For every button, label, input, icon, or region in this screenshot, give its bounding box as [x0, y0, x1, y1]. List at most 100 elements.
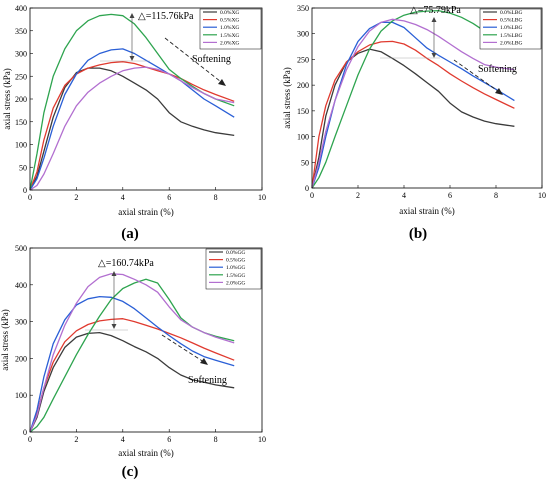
legend-label-c-3: 1.5%GG — [226, 273, 245, 279]
delta-annotation-a: △=115.76kPa — [138, 11, 194, 22]
y-tick-label-a-6: 300 — [15, 50, 27, 59]
legend-items-a: 0.0%XG 0.5%XG1.0%XG 1.5%XG2.0%XG — [203, 10, 239, 46]
y-tick-label-b-0: 0 — [305, 184, 309, 193]
y-tick-label-a-4: 200 — [15, 95, 27, 104]
x-axis-label-a: axial strain (%) — [118, 207, 173, 217]
panel-label-a: (a) — [121, 226, 139, 242]
series-line-a-3 — [29, 13, 235, 191]
y-tick-label-c-1: 100 — [15, 391, 27, 400]
series-line-b-0 — [311, 48, 515, 189]
x-tick-label-a-0: 0 — [28, 193, 32, 202]
delta-marker-b — [380, 17, 440, 59]
y-tick-label-b-2: 100 — [297, 133, 309, 142]
x-tick-label-b-2: 4 — [402, 191, 406, 200]
softening-label-c: Softening — [188, 375, 227, 386]
delta-annotation-c: △=160.74kPa — [98, 258, 154, 269]
y-tick-label-b-7: 350 — [297, 4, 309, 13]
series-line-c-4 — [29, 273, 235, 433]
series-line-a-0 — [29, 67, 235, 191]
legend-items-c: 0.0%GG 0.5%GG1.0%GG 1.5%GG2.0%GG — [209, 250, 245, 286]
x-tick-label-b-5: 10 — [538, 191, 546, 200]
panel-label-c: (c) — [122, 464, 139, 480]
y-axis-label-a: axial stress (kPa) — [2, 68, 12, 129]
y-tick-label-b-4: 200 — [297, 81, 309, 90]
x-tick-label-b-3: 6 — [448, 191, 452, 200]
delta-marker-c — [85, 271, 128, 331]
delta-annotation-b: △=75.79kPa — [410, 5, 461, 16]
x-tick-label-b-4: 8 — [494, 191, 498, 200]
x-tick-label-b-1: 2 — [356, 191, 360, 200]
plot-frame-c — [29, 247, 263, 433]
legend-label-b-3: 1.5%LBG — [500, 33, 522, 39]
delta-marker-a — [100, 13, 150, 62]
series-line-b-1 — [311, 40, 515, 189]
series-line-c-1 — [29, 318, 235, 433]
y-tick-label-a-1: 50 — [19, 163, 27, 172]
x-tick-label-c-2: 4 — [121, 435, 125, 444]
panel-label-b: (b) — [409, 226, 427, 242]
y-tick-label-c-4: 400 — [15, 281, 27, 290]
x-tick-label-c-0: 0 — [28, 435, 32, 444]
legend-label-a-4: 2.0%XG — [220, 40, 239, 46]
legend-label-a-1: 0.5%XG — [220, 18, 239, 24]
legend-label-b-4: 2.0%LBG — [500, 40, 522, 46]
series-layer-c — [29, 273, 235, 433]
softening-arrowhead-c — [200, 358, 208, 365]
softening-arrowhead-a — [218, 79, 226, 86]
x-tick-label-a-1: 2 — [74, 193, 78, 202]
x-tick-label-a-5: 10 — [258, 193, 266, 202]
series-layer-a — [29, 13, 235, 191]
legend-label-a-3: 1.5%XG — [220, 33, 239, 39]
x-tick-label-a-2: 4 — [121, 193, 125, 202]
x-tick-label-c-1: 2 — [74, 435, 78, 444]
legend-label-c-4: 2.0%GG — [226, 280, 245, 286]
series-layer-b — [311, 9, 515, 189]
y-tick-label-a-0: 0 — [23, 186, 27, 195]
y-tick-label-b-3: 150 — [297, 107, 309, 116]
softening-label-b: Softening — [478, 64, 517, 75]
legend-a: 0.0%XG 0.5%XG1.0%XG 1.5%XG2.0%XG — [199, 8, 262, 50]
softening-arrowhead-b — [495, 88, 503, 95]
series-line-b-3 — [311, 9, 515, 189]
y-tick-label-a-2: 100 — [15, 141, 27, 150]
x-tick-label-c-3: 6 — [167, 435, 171, 444]
y-tick-label-a-8: 400 — [15, 4, 27, 13]
x-tick-label-a-4: 8 — [214, 193, 218, 202]
softening-arrow-c — [161, 334, 208, 365]
y-tick-label-c-5: 500 — [15, 244, 27, 253]
legend-label-c-0: 0.0%GG — [226, 250, 245, 256]
y-tick-label-c-3: 300 — [15, 318, 27, 327]
legend-label-c-1: 0.5%GG — [226, 258, 245, 264]
series-line-a-2 — [29, 48, 235, 191]
x-axis-label-c: axial strain (%) — [118, 448, 173, 458]
series-line-a-4 — [29, 66, 235, 191]
legend-label-a-2: 1.0%XG — [220, 25, 239, 31]
legend-label-a-0: 0.0%XG — [220, 10, 239, 16]
x-tick-label-c-4: 8 — [214, 435, 218, 444]
y-tick-label-c-0: 0 — [23, 428, 27, 437]
legend-label-b-1: 0.5%LBG — [500, 18, 522, 24]
series-line-c-0 — [29, 331, 235, 433]
x-tick-label-a-3: 6 — [167, 193, 171, 202]
y-tick-label-b-1: 50 — [301, 158, 309, 167]
x-axis-label-b: axial strain (%) — [399, 206, 454, 216]
legend-label-b-0: 0.0%LBG — [500, 10, 522, 16]
y-axis-label-b: axial stress (kPa) — [282, 67, 292, 128]
softening-arrow-b — [453, 59, 503, 95]
softening-label-a: Softening — [192, 54, 231, 65]
x-tick-label-c-5: 10 — [258, 435, 266, 444]
y-tick-label-b-6: 300 — [297, 30, 309, 39]
series-line-b-4 — [311, 18, 515, 189]
y-tick-label-a-3: 150 — [15, 118, 27, 127]
series-line-a-1 — [29, 61, 235, 191]
y-axis-label-c: axial stress (kPa) — [0, 309, 10, 370]
